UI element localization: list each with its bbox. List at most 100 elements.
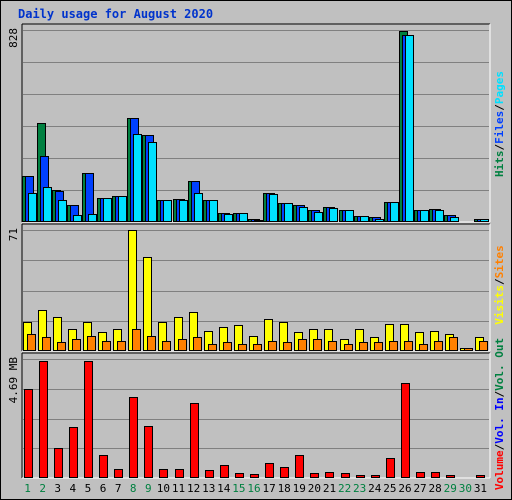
bar-volume-16 xyxy=(250,474,259,478)
bar-pages-13 xyxy=(209,200,218,222)
x-label-30: 30 xyxy=(459,482,472,495)
bar-pages-24 xyxy=(375,219,384,222)
bar-pages-2 xyxy=(43,187,52,222)
x-label-23: 23 xyxy=(353,482,366,495)
bar-sites-22 xyxy=(344,344,353,351)
bar-volume-9 xyxy=(144,426,153,478)
legend-separator: / xyxy=(493,144,506,151)
bar-volume-12 xyxy=(190,403,199,478)
bar-pages-20 xyxy=(314,212,323,222)
bar-pages-17 xyxy=(269,194,278,222)
bar-volume-1 xyxy=(24,389,33,478)
bar-pages-1 xyxy=(28,193,37,222)
x-label-27: 27 xyxy=(413,482,426,495)
bar-pages-4 xyxy=(73,215,82,222)
bar-pages-21 xyxy=(329,208,338,222)
x-label-14: 14 xyxy=(217,482,231,495)
bar-sites-16 xyxy=(253,344,262,351)
bar-sites-30 xyxy=(464,348,473,351)
legend-separator: / xyxy=(493,390,506,397)
bar-pages-6 xyxy=(103,198,112,222)
x-label-24: 24 xyxy=(368,482,382,495)
bar-sites-23 xyxy=(359,342,368,351)
bar-sites-17 xyxy=(268,341,277,351)
bar-pages-10 xyxy=(163,200,172,222)
bar-volume-10 xyxy=(159,469,168,478)
bar-volume-3 xyxy=(54,448,63,478)
bar-sites-26 xyxy=(404,341,413,351)
plot-area-middle xyxy=(22,224,490,351)
legend-separator: / xyxy=(493,104,506,111)
bar-sites-3 xyxy=(57,342,66,351)
x-label-19: 19 xyxy=(293,482,306,495)
legend-item-sites: Sites xyxy=(493,245,506,278)
x-label-15: 15 xyxy=(232,482,245,495)
x-label-3: 3 xyxy=(54,482,61,495)
bar-volume-20 xyxy=(310,473,319,478)
bar-pages-8 xyxy=(133,134,142,222)
x-label-28: 28 xyxy=(429,482,442,495)
bar-sites-6 xyxy=(102,341,111,351)
legend-middle: Visits/Sites xyxy=(493,245,506,325)
bar-sites-4 xyxy=(72,339,81,351)
legend-item-pages: Pages xyxy=(493,71,506,104)
y-max-label-middle: 71 xyxy=(7,228,20,241)
bar-pages-12 xyxy=(194,193,203,222)
bar-sites-20 xyxy=(313,339,322,351)
x-label-18: 18 xyxy=(278,482,291,495)
x-label-6: 6 xyxy=(100,482,107,495)
x-label-17: 17 xyxy=(262,482,275,495)
x-label-9: 9 xyxy=(145,482,152,495)
bar-volume-21 xyxy=(325,472,334,478)
bar-sites-29 xyxy=(449,337,458,351)
legend-separator: / xyxy=(493,443,506,450)
bar-volume-25 xyxy=(386,458,395,478)
legend-item-files: Files xyxy=(493,111,506,144)
bar-pages-5 xyxy=(88,214,97,222)
x-label-20: 20 xyxy=(308,482,321,495)
bar-sites-31 xyxy=(479,341,488,351)
bar-sites-12 xyxy=(193,337,202,351)
x-label-10: 10 xyxy=(157,482,170,495)
bar-sites-18 xyxy=(283,342,292,351)
bar-sites-1 xyxy=(27,334,36,351)
bar-sites-28 xyxy=(434,341,443,351)
x-label-26: 26 xyxy=(398,482,411,495)
legend-item-vol-in: Vol. In xyxy=(493,397,506,443)
bar-pages-7 xyxy=(118,196,127,222)
bar-volume-31 xyxy=(476,475,485,478)
legend-item-hits: Hits xyxy=(493,151,506,178)
bar-volume-15 xyxy=(235,473,244,478)
chart-title: Daily usage for August 2020 xyxy=(18,7,214,21)
bar-sites-19 xyxy=(298,339,307,351)
bar-sites-25 xyxy=(389,341,398,351)
bar-pages-23 xyxy=(360,216,369,222)
bar-pages-16 xyxy=(254,220,263,222)
bar-sites-8 xyxy=(132,329,141,351)
x-label-5: 5 xyxy=(85,482,92,495)
bar-volume-28 xyxy=(431,472,440,478)
bar-volume-19 xyxy=(295,455,304,478)
bar-volume-7 xyxy=(114,469,123,478)
bar-sites-11 xyxy=(178,339,187,351)
legend-bottom: Volume/Vol. In/Vol. Out xyxy=(493,338,506,490)
bar-volume-11 xyxy=(175,469,184,478)
y-max-label-bottom: 4.69 MB xyxy=(7,357,20,404)
bar-volume-27 xyxy=(416,472,425,478)
bar-sites-9 xyxy=(147,336,156,351)
bar-sites-5 xyxy=(87,336,96,351)
legend-top: Hits/Files/Pages xyxy=(493,71,506,177)
x-label-11: 11 xyxy=(172,482,185,495)
bar-sites-27 xyxy=(419,344,428,351)
bar-volume-13 xyxy=(205,470,214,478)
x-label-4: 4 xyxy=(70,482,77,495)
bar-volume-2 xyxy=(39,361,48,478)
bar-pages-29 xyxy=(450,217,459,222)
bar-pages-9 xyxy=(148,142,157,222)
x-label-16: 16 xyxy=(247,482,260,495)
x-label-13: 13 xyxy=(202,482,215,495)
bar-pages-22 xyxy=(345,210,354,222)
x-label-25: 25 xyxy=(383,482,396,495)
bar-sites-24 xyxy=(374,342,383,351)
